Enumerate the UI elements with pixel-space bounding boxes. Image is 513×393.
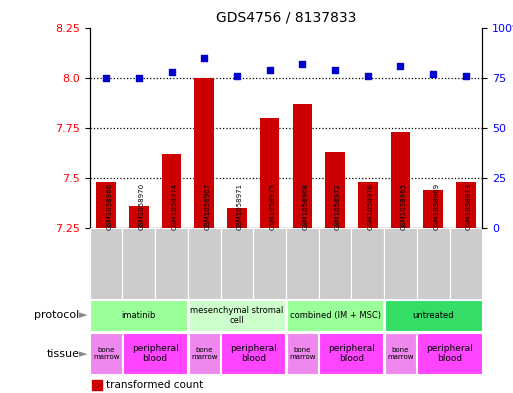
Text: GSM1058970: GSM1058970 (139, 183, 145, 230)
Text: GSM1058973: GSM1058973 (466, 183, 472, 230)
Text: GSM1058967: GSM1058967 (204, 183, 210, 230)
Bar (92, 380, 102, 391)
Bar (325, 152, 345, 228)
Text: GSM1058974: GSM1058974 (171, 183, 177, 230)
Point (135, 75, 143, 81)
Point (102, 75, 110, 81)
Point (397, 62, 405, 69)
Text: combined (IM + MSC): combined (IM + MSC) (289, 311, 381, 320)
Bar (90, 300, 187, 331)
Bar (456, 182, 476, 228)
Point (429, 70, 437, 77)
Point (233, 72, 241, 79)
Bar (449, 228, 482, 299)
Point (462, 72, 470, 79)
Bar (423, 190, 443, 228)
Text: GSM1058968: GSM1058968 (302, 183, 308, 230)
Bar (286, 228, 319, 299)
Text: peripheral
blood: peripheral blood (426, 344, 473, 364)
Bar (319, 228, 351, 299)
Bar (390, 132, 410, 228)
Bar (320, 333, 383, 374)
Text: GSM1058972: GSM1058972 (335, 183, 341, 230)
Bar (292, 104, 312, 228)
Text: transformed count: transformed count (106, 380, 204, 391)
Text: bone
marrow: bone marrow (289, 347, 315, 360)
Text: ►: ► (78, 310, 87, 320)
Bar (188, 228, 221, 299)
Bar (96, 182, 116, 228)
Bar (287, 333, 318, 374)
Point (200, 55, 208, 61)
Text: peripheral
blood: peripheral blood (230, 344, 277, 364)
Text: GSM1058965: GSM1058965 (401, 183, 406, 230)
Text: mesenchymal stromal
cell: mesenchymal stromal cell (190, 306, 284, 325)
Text: bone
marrow: bone marrow (93, 347, 120, 360)
Bar (189, 300, 285, 331)
Bar (351, 228, 384, 299)
Bar (123, 333, 187, 374)
Text: GSM1058976: GSM1058976 (368, 183, 374, 230)
Text: untreated: untreated (412, 311, 454, 320)
Bar (194, 78, 214, 228)
Bar (384, 228, 417, 299)
Bar (227, 208, 247, 228)
Text: GSM1058966: GSM1058966 (106, 183, 112, 230)
Point (298, 61, 306, 67)
Text: GSM1058969: GSM1058969 (433, 183, 439, 230)
Bar (129, 206, 149, 228)
Bar (221, 228, 253, 299)
Bar (221, 333, 285, 374)
Bar (162, 154, 181, 228)
Bar (189, 333, 220, 374)
Bar (418, 333, 482, 374)
Text: ►: ► (78, 349, 87, 359)
Text: GSM1058971: GSM1058971 (237, 183, 243, 230)
Text: tissue: tissue (47, 349, 80, 359)
Text: bone
marrow: bone marrow (387, 347, 413, 360)
Bar (358, 182, 378, 228)
Bar (385, 333, 416, 374)
Bar (253, 228, 286, 299)
Text: protocol: protocol (34, 310, 80, 320)
Point (364, 72, 372, 79)
Bar (417, 228, 449, 299)
Text: bone
marrow: bone marrow (191, 347, 218, 360)
Bar (123, 228, 155, 299)
Text: peripheral
blood: peripheral blood (132, 344, 179, 364)
Text: GSM1058975: GSM1058975 (270, 183, 275, 230)
Title: GDS4756 / 8137833: GDS4756 / 8137833 (216, 11, 356, 25)
Text: imatinib: imatinib (122, 311, 156, 320)
Point (331, 66, 339, 73)
Bar (155, 228, 188, 299)
Point (266, 66, 274, 73)
Bar (385, 300, 482, 331)
Text: peripheral
blood: peripheral blood (328, 344, 375, 364)
Point (167, 68, 175, 75)
Bar (90, 228, 123, 299)
Bar (287, 300, 383, 331)
Bar (260, 118, 280, 228)
Bar (90, 333, 122, 374)
